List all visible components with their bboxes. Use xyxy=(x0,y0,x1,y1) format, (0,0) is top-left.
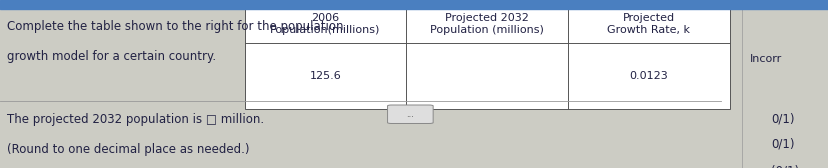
Text: Projected
Growth Rate, k: Projected Growth Rate, k xyxy=(606,13,690,35)
Text: (Round to one decimal place as needed.): (Round to one decimal place as needed.) xyxy=(7,143,249,156)
Text: (0/1): (0/1) xyxy=(770,165,798,168)
Text: Projected 2032
Population (millions): Projected 2032 Population (millions) xyxy=(430,13,543,35)
Text: 2006
Population(millions): 2006 Population(millions) xyxy=(270,13,380,35)
Text: ...: ... xyxy=(406,110,414,119)
Text: The projected 2032 population is □ million.: The projected 2032 population is □ milli… xyxy=(7,113,263,125)
FancyBboxPatch shape xyxy=(387,105,432,123)
Text: growth model for a certain country.: growth model for a certain country. xyxy=(7,50,215,63)
Bar xyxy=(0,0,828,9)
Text: Complete the table shown to the right for the population: Complete the table shown to the right fo… xyxy=(7,20,343,33)
Text: Incorr: Incorr xyxy=(749,54,782,64)
Text: 0/1): 0/1) xyxy=(770,138,793,151)
Text: 125.6: 125.6 xyxy=(309,71,341,81)
Bar xyxy=(244,5,729,109)
Text: 0/1): 0/1) xyxy=(770,113,793,125)
Text: 0.0123: 0.0123 xyxy=(628,71,667,81)
